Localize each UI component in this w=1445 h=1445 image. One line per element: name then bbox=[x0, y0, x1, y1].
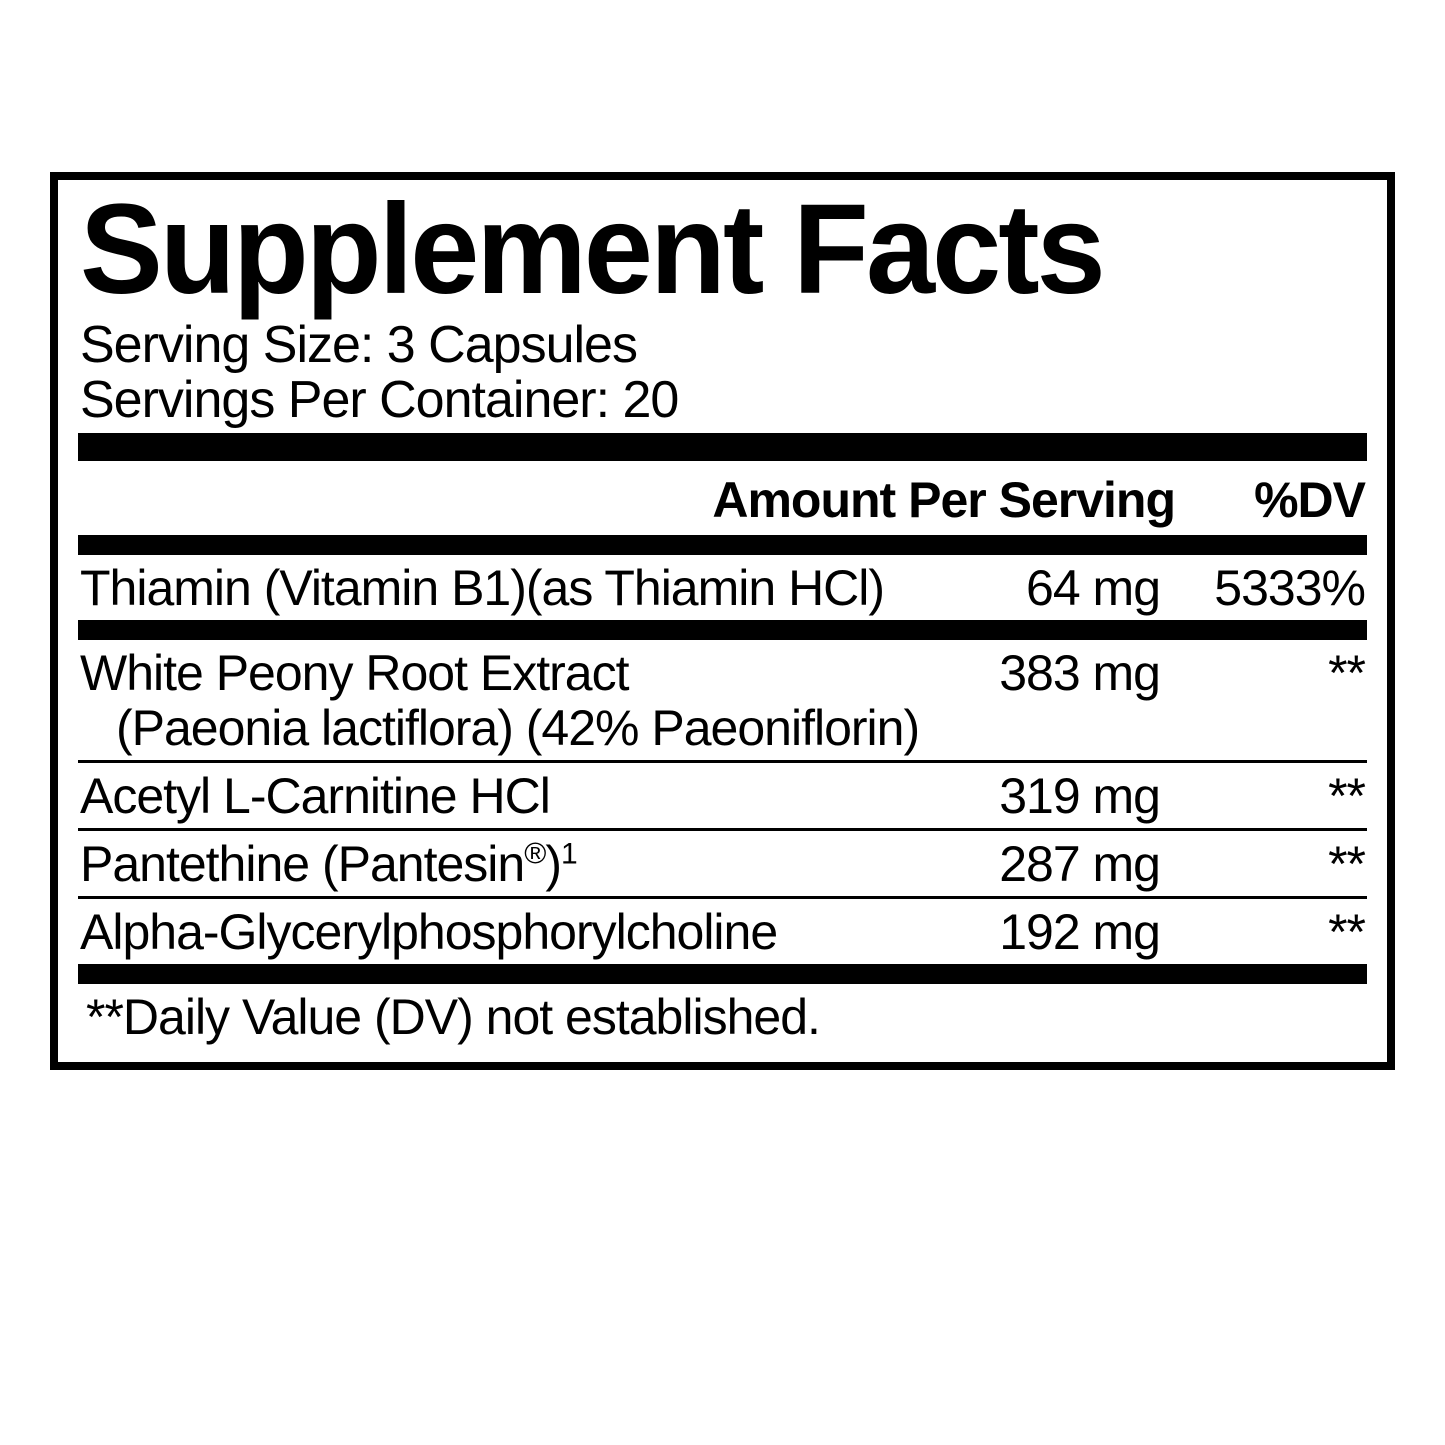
servings-per-container: Servings Per Container: 20 bbox=[80, 373, 1365, 428]
table-row: Thiamin (Vitamin B1)(as Thiamin HCl)64 m… bbox=[80, 555, 1365, 620]
table-row: White Peony Root Extract(Paeonia lactifl… bbox=[80, 640, 1365, 760]
table-row: Alpha-Glycerylphosphorylcholine192 mg** bbox=[80, 899, 1365, 964]
divider-bar bbox=[78, 964, 1367, 984]
table-header: Amount Per Serving %DV bbox=[80, 461, 1365, 535]
ingredient-name: Acetyl L-Carnitine HCl bbox=[80, 769, 965, 824]
ingredient-name: Alpha-Glycerylphosphorylcholine bbox=[80, 905, 965, 960]
ingredient-name: Pantethine (Pantesin®)1 bbox=[80, 837, 965, 892]
ingredient-dv: ** bbox=[1195, 646, 1365, 701]
supplement-facts-panel: Supplement Facts Serving Size: 3 Capsule… bbox=[50, 172, 1395, 1070]
divider-bar bbox=[78, 620, 1367, 640]
header-dv: %DV bbox=[1195, 471, 1365, 529]
footnote: **Daily Value (DV) not established. bbox=[80, 984, 1365, 1054]
ingredient-dv: ** bbox=[1195, 905, 1365, 960]
header-amount: Amount Per Serving bbox=[80, 471, 1195, 529]
serving-size: Serving Size: 3 Capsules bbox=[80, 318, 1365, 373]
ingredient-name: Thiamin (Vitamin B1)(as Thiamin HCl) bbox=[80, 561, 965, 616]
ingredient-dv: ** bbox=[1195, 769, 1365, 824]
ingredient-dv: ** bbox=[1195, 837, 1365, 892]
ingredient-amount: 192 mg bbox=[965, 905, 1195, 960]
table-row: Acetyl L-Carnitine HCl319 mg** bbox=[80, 763, 1365, 828]
ingredient-amount: 319 mg bbox=[965, 769, 1195, 824]
ingredient-dv: 5333% bbox=[1195, 561, 1365, 616]
divider-bar bbox=[78, 433, 1367, 461]
ingredient-amount: 64 mg bbox=[965, 561, 1195, 616]
table-row: Pantethine (Pantesin®)1287 mg** bbox=[80, 831, 1365, 896]
panel-title: Supplement Facts bbox=[80, 186, 1326, 314]
divider-bar bbox=[78, 535, 1367, 555]
ingredient-amount: 383 mg bbox=[965, 646, 1195, 701]
ingredient-name: White Peony Root Extract(Paeonia lactifl… bbox=[80, 646, 965, 756]
table-body: Thiamin (Vitamin B1)(as Thiamin HCl)64 m… bbox=[80, 555, 1365, 984]
serving-info: Serving Size: 3 Capsules Servings Per Co… bbox=[80, 318, 1365, 427]
ingredient-amount: 287 mg bbox=[965, 837, 1195, 892]
